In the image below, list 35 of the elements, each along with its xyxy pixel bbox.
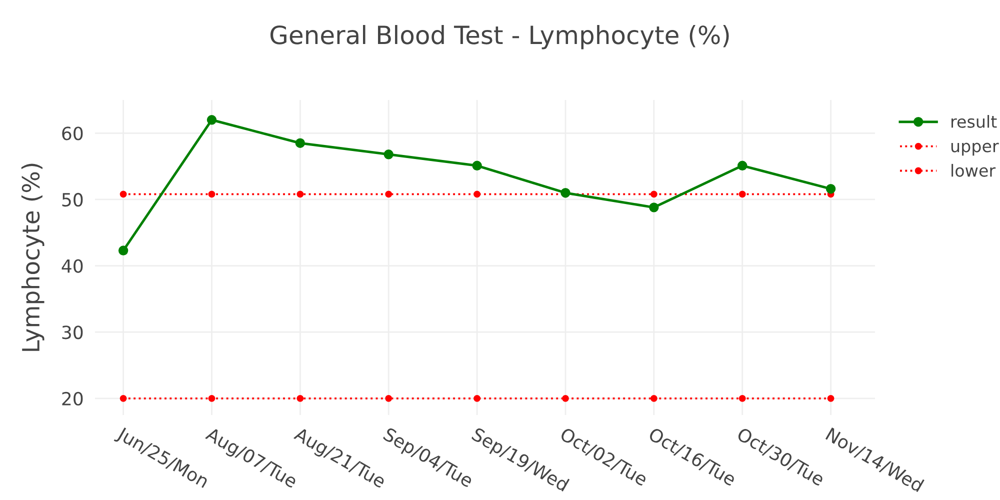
point [472,160,482,171]
point [474,394,481,402]
point [208,394,216,402]
point [296,190,304,198]
point [296,394,304,402]
point [562,394,569,402]
point [385,190,392,198]
point [474,190,481,198]
point [738,190,746,198]
point [560,188,570,198]
point [206,115,217,125]
point [120,394,127,402]
point [120,190,127,198]
point [738,394,746,402]
legend-label: lower [952,164,996,177]
point [826,184,836,194]
point [295,138,306,148]
y-tick-label: 60 [62,126,83,140]
y-tick-label: 50 [62,192,83,207]
chart-title: General Blood Test - Lymphocyte (%) [270,25,729,50]
point [650,190,658,198]
y-tick-label: 20 [62,392,83,406]
legend-label: result [952,115,997,128]
point [208,190,216,198]
y-axis-title: Lymphocyte (%) [21,164,44,351]
point [827,394,834,402]
point [385,394,392,402]
y-tick-label: 30 [62,326,83,340]
legend-label: upper [951,142,999,156]
point [650,394,658,402]
y-tick-label: 40 [62,259,83,273]
point [737,160,748,171]
point [649,202,659,212]
point [118,246,128,256]
point [384,150,394,160]
